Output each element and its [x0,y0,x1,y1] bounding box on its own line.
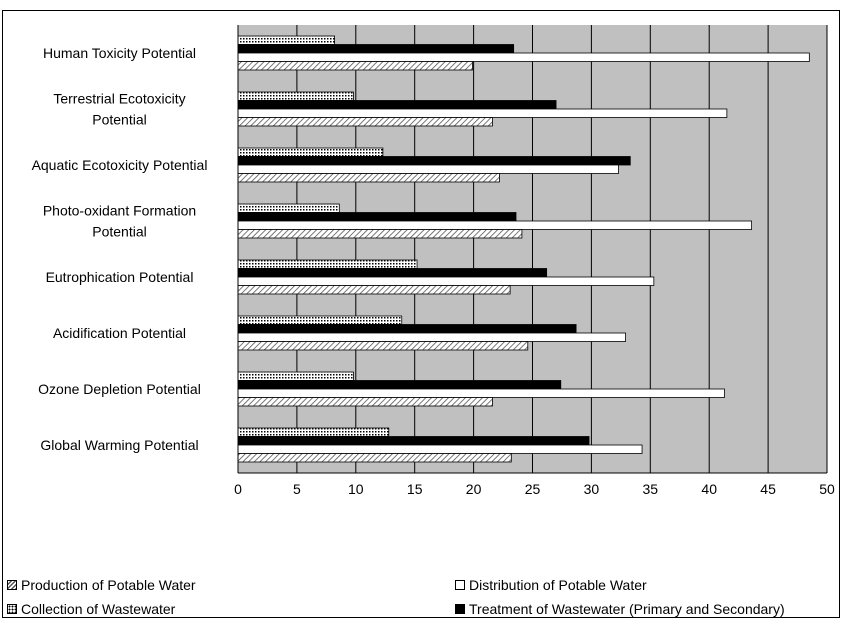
category-label: Potential [92,112,146,128]
bar [237,173,500,183]
legend-label: Production of Potable Water [21,577,196,593]
bar [237,436,590,446]
bar [237,44,515,54]
x-tick-label: 25 [525,481,541,497]
category-label: Potential [92,224,146,240]
legend-item-collection: Collection of Wastewater [7,601,175,617]
white-swatch-icon [455,580,465,590]
bar [237,276,655,286]
x-tick-label: 40 [701,481,717,497]
x-tick-label: 0 [234,481,242,497]
bar-chart: 0 5 10 15 20 25 30 35 40 45 50 Human Toxicity Poten… [32,25,835,497]
x-tick-label: 45 [760,481,776,497]
category-label: Human Toxicity Potential [43,45,196,61]
bar [237,108,728,118]
bar [237,229,523,239]
bar [237,285,511,295]
category-label: Eutrophication Potential [46,269,194,285]
bar [237,203,340,213]
bar [237,315,403,325]
bar [237,332,626,342]
x-tick-label: 20 [466,481,482,497]
bar [237,212,517,222]
bar [237,444,643,454]
bar [237,380,562,390]
dotted-swatch-icon [7,604,17,614]
black-swatch-icon [455,604,465,614]
bar [237,147,384,157]
legend-item-distribution: Distribution of Potable Water [455,577,647,593]
bar [237,259,418,269]
category-label: Global Warming Potential [40,437,198,453]
bar [237,268,548,278]
bar [237,156,631,166]
bar [237,388,725,398]
x-tick-label: 5 [293,481,301,497]
legend-item-treatment: Treatment of Wastewater (Primary and Sec… [455,601,785,617]
category-label: Aquatic Ecotoxicity Potential [32,157,208,173]
bar [237,91,354,101]
x-tick-label: 15 [407,481,423,497]
x-tick-label: 10 [348,481,364,497]
legend-label: Collection of Wastewater [21,601,176,617]
bar [237,427,390,437]
bar [237,35,335,45]
chart-frame: 0 5 10 15 20 25 30 35 40 45 50 Human Toxicity Poten… [2,10,840,618]
x-tick-label: 50 [819,481,835,497]
x-tick-label: 35 [643,481,659,497]
bar [237,61,473,71]
bar [237,453,512,463]
bar [237,117,493,127]
bar [237,324,577,334]
bar [237,371,354,381]
category-label: Photo-oxidant Formation [43,203,196,219]
category-label: Terrestrial Ecotoxicity [53,91,185,107]
category-label: Ozone Depletion Potential [38,381,201,397]
legend-label: Treatment of Wastewater (Primary and Sec… [469,601,785,617]
x-tick-label: 30 [584,481,600,497]
hatch-swatch-icon [7,580,17,590]
legend-item-production: Production of Potable Water [7,577,196,593]
category-label: Acidification Potential [53,325,186,341]
bar [237,220,753,230]
bar [237,100,557,110]
bar [237,397,493,407]
bar [237,52,810,62]
legend-label: Distribution of Potable Water [469,577,647,593]
bar [237,164,619,174]
bar [237,341,529,351]
